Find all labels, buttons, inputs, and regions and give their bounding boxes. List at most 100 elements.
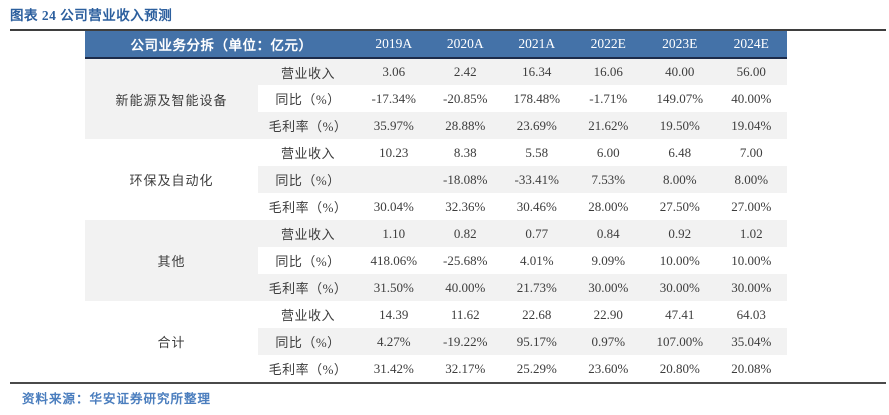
cell-value: 40.00 (665, 64, 695, 79)
cell-value: 31.42% (373, 360, 414, 376)
top-rule-divider (10, 29, 886, 31)
figure-title: 图表 24 公司营业收入预测 (10, 8, 173, 23)
cell-value: 28.88% (445, 117, 486, 133)
cell-value: 31.50% (373, 279, 414, 295)
cell-value: 25.29% (516, 360, 557, 376)
cell-value: 8.00% (662, 171, 697, 187)
year-header-2020a: 2020A (429, 31, 501, 59)
cell-value: 32.17% (445, 360, 486, 376)
group-label-total: 合计 (157, 335, 186, 350)
cell-value: 35.97% (373, 117, 414, 133)
cell-value: 19.50% (659, 117, 700, 133)
cell-value: 107.00% (656, 333, 704, 349)
table-row: 其他 营业收入 1.10 0.82 0.77 0.84 0.92 1.02 (85, 220, 787, 269)
metric-label: 毛利率（%） (268, 362, 348, 377)
cell-value: 11.62 (450, 306, 480, 322)
cell-value: 95.17% (516, 333, 557, 349)
cell-value: 1.10 (382, 225, 406, 241)
cell-value: 27.00% (731, 198, 772, 214)
cell-value: 28.00% (588, 198, 629, 214)
cell-value: 35.04% (731, 333, 772, 349)
year-header-2022e: 2022E (572, 31, 644, 59)
cell-value: 30.00% (731, 279, 772, 295)
cell-value: -33.41% (514, 171, 559, 187)
metric-label: 毛利率（%） (268, 200, 348, 215)
cell-value: 10.00% (731, 252, 772, 268)
cell-value: 1.02 (739, 225, 763, 241)
cell-value: -17.34% (371, 90, 416, 106)
cell-value: 21.73% (516, 279, 557, 295)
cell-value: 22.68 (522, 306, 552, 322)
cell-value: 0.84 (596, 225, 620, 241)
cell-value: 30.04% (373, 198, 414, 214)
year-header-2024e: 2024E (715, 31, 787, 59)
metric-label: 营业收入 (280, 65, 335, 81)
cell-value: 8.00% (734, 171, 769, 187)
cell-value: 0.77 (525, 225, 549, 241)
metric-label: 同比（%） (275, 173, 341, 188)
cell-value: 22.90 (593, 306, 623, 322)
table-row: 同比（%） 418.06% -25.68% 4.01% 9.09% 10.00%… (85, 247, 787, 274)
cell-value: 21.62% (588, 117, 629, 133)
cell-value: 0.82 (453, 225, 477, 241)
cell-value: 56.00 (736, 64, 766, 79)
metric-label: 毛利率（%） (268, 281, 348, 296)
cell-value: 16.34 (522, 64, 552, 79)
cell-value: 14.39 (379, 306, 409, 322)
cell-value: 64.03 (736, 306, 766, 322)
metric-label: 营业收入 (280, 146, 335, 161)
cell-value: 149.07% (656, 90, 704, 106)
cell-value: 418.06% (370, 252, 418, 268)
table-row: 同比（%） -17.34% -20.85% 178.48% -1.71% 149… (85, 85, 787, 112)
metric-label: 同比（%） (275, 335, 341, 350)
table-row: 毛利率（%） 30.04% 32.36% 30.46% 28.00% 27.50… (85, 193, 787, 220)
metric-label: 营业收入 (280, 227, 335, 242)
cell-value: 30.00% (588, 279, 629, 295)
cell-value: 178.48% (513, 90, 561, 106)
cell-value: 0.92 (668, 225, 692, 241)
metric-label: 毛利率（%） (268, 119, 348, 134)
cell-value: 47.41 (665, 306, 695, 322)
cell-value: 19.04% (731, 117, 772, 133)
cell-value: 3.06 (382, 64, 406, 79)
cell-value: 40.00% (445, 279, 486, 295)
cell-value: -25.68% (443, 252, 488, 268)
cell-value: 27.50% (659, 198, 700, 214)
cell-value: 6.48 (668, 144, 692, 160)
cell-value: 7.00 (739, 144, 763, 160)
cell-value: 2.42 (453, 64, 477, 79)
revenue-forecast-table: 公司业务分拆（单位：亿元） 2019A 2020A 2021A 2022E 20… (85, 31, 787, 382)
table-header-row: 公司业务分拆（单位：亿元） 2019A 2020A 2021A 2022E 20… (85, 31, 787, 59)
cell-value: 20.80% (659, 360, 700, 376)
cell-value: 23.69% (516, 117, 557, 133)
cell-value: 10.00% (659, 252, 700, 268)
cell-value: -20.85% (443, 90, 488, 106)
bottom-rule-divider (10, 382, 886, 384)
cell-value: 9.09% (591, 252, 626, 268)
cell-value: 30.46% (516, 198, 557, 214)
cell-value: 6.00 (596, 144, 620, 160)
table-row: 合计 营业收入 14.39 11.62 22.68 22.90 47.41 64… (85, 301, 787, 351)
cell-value: 30.00% (659, 279, 700, 295)
cell-value: 4.27% (376, 333, 411, 349)
cell-value: -1.71% (589, 90, 628, 106)
cell-value: 20.08% (731, 360, 772, 376)
year-header-2021a: 2021A (501, 31, 573, 59)
cell-value: -19.22% (443, 333, 488, 349)
cell-value: 0.97% (591, 333, 626, 349)
cell-value: 16.06 (593, 64, 623, 79)
year-header-2023e: 2023E (644, 31, 716, 59)
metric-label: 同比（%） (275, 92, 341, 107)
cell-value: 7.53% (591, 171, 626, 187)
table-header-label: 公司业务分拆（单位：亿元） (85, 31, 358, 59)
group-label-other: 其他 (157, 254, 186, 269)
group-label-new-energy: 新能源及智能设备 (115, 92, 228, 108)
cell-value (358, 166, 430, 193)
cell-value: 4.01% (519, 252, 554, 268)
cell-value: 5.58 (525, 144, 549, 160)
group-label-environmental: 环保及自动化 (129, 173, 214, 188)
cell-value: -18.08% (443, 171, 488, 187)
year-header-2019a: 2019A (358, 31, 430, 59)
cell-value: 23.60% (588, 360, 629, 376)
